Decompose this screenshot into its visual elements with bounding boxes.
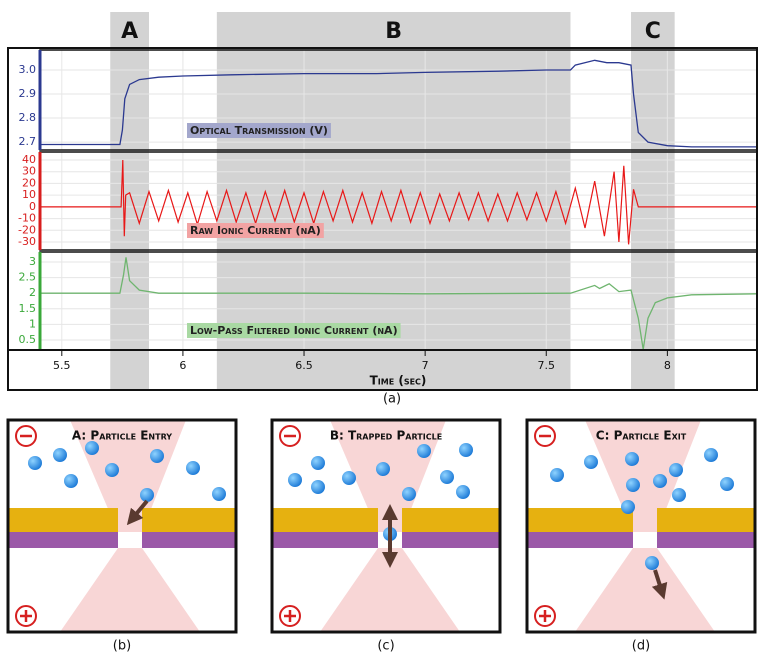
particle: [186, 461, 200, 475]
region-label: C: [645, 19, 661, 44]
particle: [288, 473, 302, 487]
membrane-purple-left: [272, 532, 378, 548]
diagram-title: A: Particle Entry: [72, 429, 172, 443]
y-tick-label: 0.5: [19, 333, 37, 346]
x-tick-label: 6.5: [295, 359, 313, 372]
y-tick-label: 3: [29, 255, 36, 268]
diagram-caption: (c): [377, 639, 394, 654]
particle: [669, 463, 683, 477]
particle: [140, 488, 154, 502]
particle: [311, 456, 325, 470]
diagram: B: Trapped Particle (c): [272, 420, 500, 654]
lower-cone: [320, 548, 460, 632]
region: [110, 12, 149, 390]
membrane-purple-left: [527, 532, 633, 548]
particle: [704, 448, 718, 462]
panel-label: Optical Transmission (V): [190, 124, 328, 137]
particle: [550, 468, 564, 482]
diagram-caption: (d): [632, 639, 650, 654]
page: {"chart_data": [ {"type": "line", "ylabe…: [0, 0, 760, 656]
y-tick-label: 2.7: [19, 135, 37, 148]
particle: [456, 485, 470, 499]
panel-label: Low-Pass Filtered Ionic Current (nA): [190, 324, 398, 337]
particle: [402, 487, 416, 501]
x-tick-label: 5.5: [53, 359, 71, 372]
panel-label: Raw Ionic Current (nA): [190, 224, 321, 237]
particle: [105, 463, 119, 477]
lower-cone: [60, 548, 200, 632]
x-tick-label: 8: [664, 359, 671, 372]
particle: [626, 478, 640, 492]
y-tick-label: 1: [29, 317, 36, 330]
particle: [653, 474, 667, 488]
particle: [417, 444, 431, 458]
x-axis-label: Time (sec): [370, 374, 427, 388]
particle: [584, 455, 598, 469]
particle: [440, 470, 454, 484]
particle: [672, 488, 686, 502]
y-tick-label: 2.8: [19, 111, 37, 124]
membrane-purple-left: [8, 532, 118, 548]
particle: [85, 441, 99, 455]
caption: (a): [383, 392, 401, 407]
membrane-purple-right: [657, 532, 755, 548]
particle: [376, 462, 390, 476]
region-label: B: [385, 19, 402, 44]
diagram-title: C: Particle Exit: [596, 429, 687, 443]
particle: [212, 487, 226, 501]
particle: [150, 449, 164, 463]
region-label: A: [121, 19, 138, 44]
particle: [720, 477, 734, 491]
diagram: A: Particle Entry (b): [8, 420, 236, 654]
particle: [645, 556, 659, 570]
diagram: C: Particle Exit (d): [527, 420, 755, 654]
membrane-purple-right: [142, 532, 236, 548]
region: [631, 12, 675, 390]
x-tick-label: 7.5: [538, 359, 556, 372]
particle: [342, 471, 356, 485]
particle: [28, 456, 42, 470]
particle: [311, 480, 325, 494]
diagram-caption: (b): [113, 639, 131, 654]
y-tick-label: 2: [29, 286, 36, 299]
particle: [64, 474, 78, 488]
y-tick-label: -30: [18, 235, 36, 248]
figure: ABC3.02.92.82.7Optical Transmission (V)4…: [0, 0, 760, 656]
lower-cone: [575, 548, 715, 632]
y-tick-label: 3.0: [19, 63, 37, 76]
particle: [621, 500, 635, 514]
membrane-purple-right: [402, 532, 500, 548]
y-tick-label: 1.5: [19, 302, 37, 315]
x-tick-label: 7: [422, 359, 429, 372]
particle: [625, 452, 639, 466]
particle: [459, 443, 473, 457]
x-tick-label: 6: [179, 359, 186, 372]
diagram-title: B: Trapped Particle: [330, 429, 442, 443]
y-tick-label: 2.5: [19, 271, 37, 284]
y-tick-label: 2.9: [19, 87, 37, 100]
particle: [53, 448, 67, 462]
